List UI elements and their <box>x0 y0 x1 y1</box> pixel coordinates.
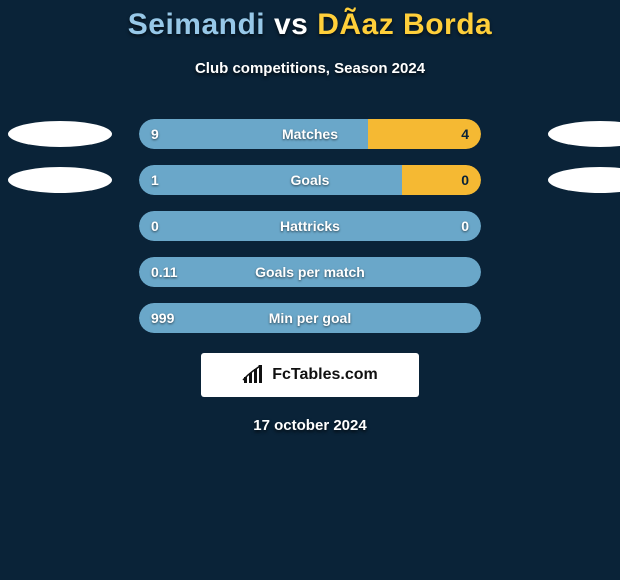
metric-bar: Goals per match0.11 <box>139 257 481 287</box>
metric-label: Hattricks <box>139 211 481 241</box>
metric-value-left: 9 <box>151 119 159 149</box>
player1-photo-placeholder <box>8 121 112 147</box>
metric-row: Goals1 0 <box>0 165 620 195</box>
metric-label: Goals <box>139 165 481 195</box>
player1-name: Seimandi <box>128 8 265 41</box>
metric-row: Hattricks0 0 <box>0 211 620 241</box>
player2-photo-placeholder <box>548 167 620 193</box>
metric-value-left: 999 <box>151 303 174 333</box>
metric-label: Min per goal <box>139 303 481 333</box>
metric-row: Min per goal999 <box>0 303 620 333</box>
metric-label: Goals per match <box>139 257 481 287</box>
metric-bar: Goals1 0 <box>139 165 481 195</box>
logo-text: FcTables.com <box>272 366 378 384</box>
player2-photo-placeholder <box>548 121 620 147</box>
metric-label: Matches <box>139 119 481 149</box>
metric-value-right: 4 <box>461 119 469 149</box>
vs-text: vs <box>274 8 308 41</box>
metric-value-left: 0.11 <box>151 257 177 287</box>
comparison-title: Seimandi vs DÃ­az Borda <box>0 0 620 42</box>
bar-chart-icon <box>242 365 266 385</box>
metric-value-right: 0 <box>461 211 469 241</box>
footer-date: 17 october 2024 <box>0 417 620 434</box>
metric-value-left: 0 <box>151 211 159 241</box>
metric-value-left: 1 <box>151 165 159 195</box>
metric-value-right: 0 <box>461 165 469 195</box>
metric-bar: Matches9 4 <box>139 119 481 149</box>
metric-bar: Min per goal999 <box>139 303 481 333</box>
player2-name: DÃ­az Borda <box>317 8 492 41</box>
metric-rows: Matches94Goals10Hattricks00Goals per mat… <box>0 119 620 333</box>
subtitle: Club competitions, Season 2024 <box>0 60 620 77</box>
player1-photo-placeholder <box>8 167 112 193</box>
fctables-logo[interactable]: FcTables.com <box>201 353 419 397</box>
metric-row: Matches9 4 <box>0 119 620 149</box>
metric-row: Goals per match0.11 <box>0 257 620 287</box>
metric-bar: Hattricks0 0 <box>139 211 481 241</box>
